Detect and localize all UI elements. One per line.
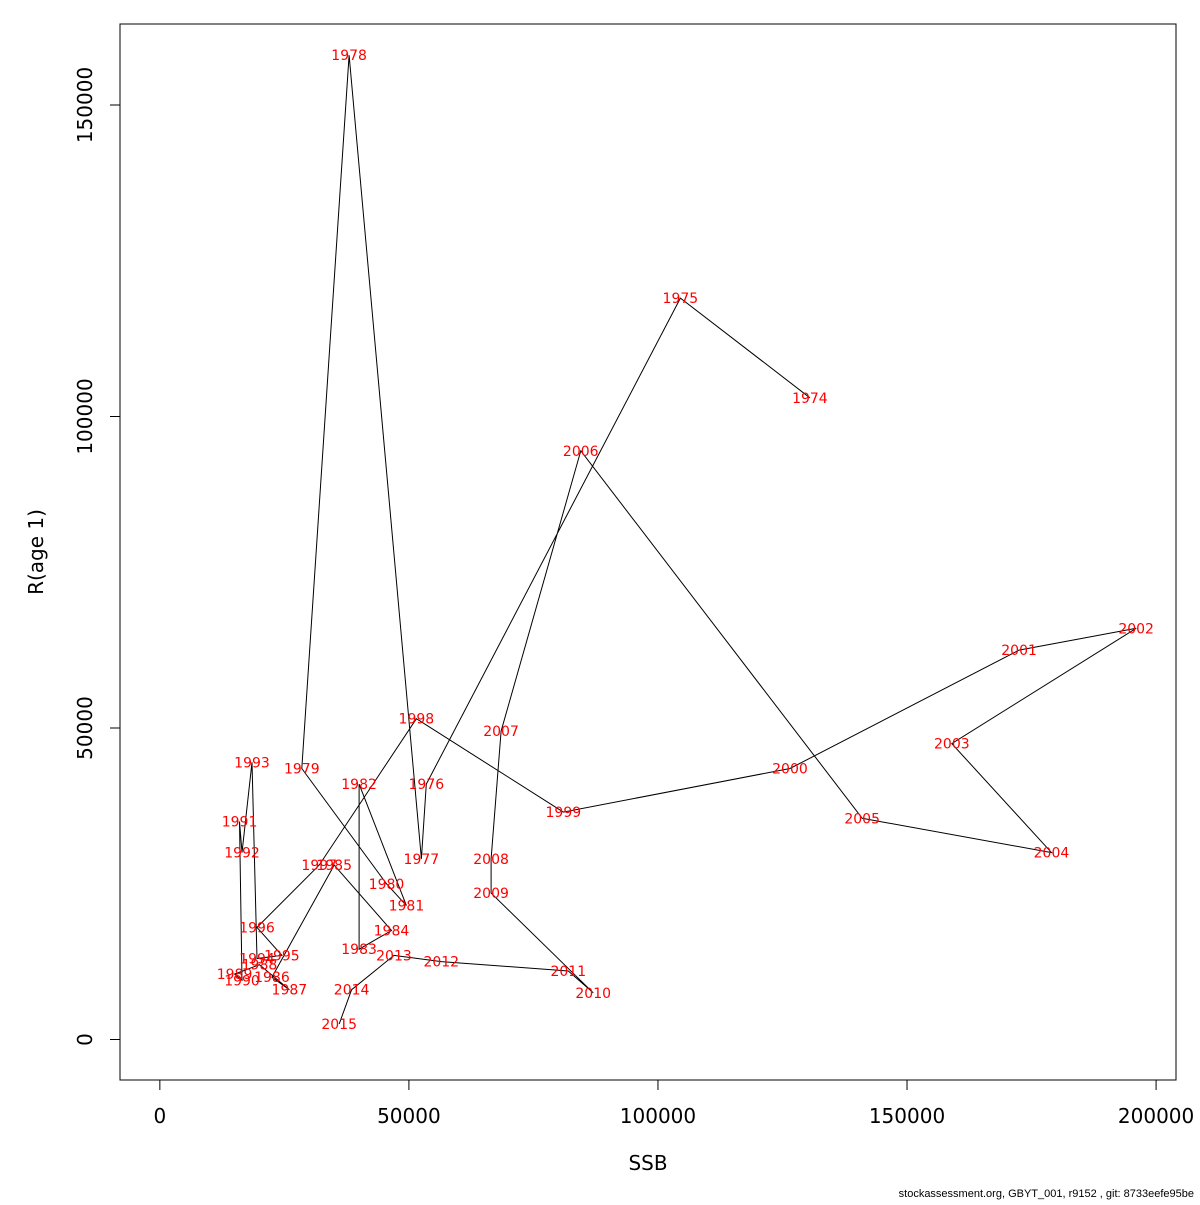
year-label-2011: 2011 bbox=[550, 964, 586, 980]
year-label-2013: 2013 bbox=[376, 948, 412, 964]
year-label-1987: 1987 bbox=[272, 983, 308, 999]
year-label-1980: 1980 bbox=[369, 877, 405, 893]
year-label-1986: 1986 bbox=[254, 970, 290, 986]
year-label-1975: 1975 bbox=[663, 291, 699, 307]
y-tick-label: 50000 bbox=[73, 696, 97, 760]
x-tick-label: 100000 bbox=[620, 1104, 696, 1128]
x-tick-label: 50000 bbox=[377, 1104, 441, 1128]
year-label-2015: 2015 bbox=[321, 1017, 357, 1033]
year-label-1985: 1985 bbox=[316, 858, 352, 874]
year-label-1982: 1982 bbox=[341, 777, 377, 793]
year-label-2008: 2008 bbox=[473, 852, 509, 868]
year-label-1991: 1991 bbox=[222, 814, 258, 830]
year-label-2001: 2001 bbox=[1001, 643, 1037, 659]
year-label-1998: 1998 bbox=[399, 712, 435, 728]
year-label-2002: 2002 bbox=[1118, 621, 1154, 637]
year-label-1995: 1995 bbox=[264, 948, 300, 964]
year-label-1990: 1990 bbox=[224, 973, 260, 989]
x-axis: 0 50000 100000 150000 200000 bbox=[153, 1079, 1194, 1128]
x-tick-label: 150000 bbox=[869, 1104, 945, 1128]
year-label-1999: 1999 bbox=[546, 805, 582, 821]
year-label-1981: 1981 bbox=[389, 899, 425, 915]
x-tick-label: 200000 bbox=[1118, 1104, 1194, 1128]
y-tick-label: 0 bbox=[73, 1033, 97, 1046]
year-label-2003: 2003 bbox=[934, 737, 970, 753]
year-label-1976: 1976 bbox=[409, 777, 445, 793]
year-label-1994: 1994 bbox=[239, 952, 275, 968]
trajectory-line bbox=[233, 55, 1137, 1025]
year-label-1977: 1977 bbox=[404, 852, 440, 868]
point-labels: 1974 1975 1976 1977 1978 1979 1980 1981 1982 1983… bbox=[217, 48, 1154, 1033]
plot-frame bbox=[119, 23, 1177, 1081]
year-label-1989: 1989 bbox=[217, 967, 253, 983]
year-label-1992: 1992 bbox=[224, 846, 260, 862]
y-axis-title: R(age 1) bbox=[24, 509, 48, 595]
year-label-1988: 1988 bbox=[242, 958, 278, 974]
year-label-2009: 2009 bbox=[473, 886, 509, 902]
year-label-1983: 1983 bbox=[341, 942, 377, 958]
year-label-1984: 1984 bbox=[374, 923, 410, 939]
year-label-1993: 1993 bbox=[234, 755, 270, 771]
footer-credit: stockassessment.org, GBYT_001, r9152 , g… bbox=[898, 1188, 1194, 1200]
year-label-1978: 1978 bbox=[331, 48, 367, 64]
year-label-2005: 2005 bbox=[844, 811, 880, 827]
year-label-2004: 2004 bbox=[1034, 846, 1070, 862]
x-axis-title: SSB bbox=[628, 1151, 667, 1175]
y-tick-label: 150000 bbox=[73, 67, 97, 143]
year-label-1979: 1979 bbox=[284, 761, 320, 777]
year-label-1997: 1997 bbox=[301, 858, 337, 874]
year-label-1996: 1996 bbox=[239, 920, 275, 936]
x-tick-label: 0 bbox=[153, 1104, 166, 1128]
year-label-2000: 2000 bbox=[772, 761, 808, 777]
year-label-2006: 2006 bbox=[563, 444, 599, 460]
year-label-1974: 1974 bbox=[792, 391, 828, 407]
year-label-2014: 2014 bbox=[334, 983, 370, 999]
y-axis: 0 50000 100000 150000 bbox=[73, 67, 121, 1046]
year-label-2012: 2012 bbox=[423, 955, 459, 971]
year-label-2010: 2010 bbox=[575, 986, 611, 1002]
y-tick-label: 100000 bbox=[73, 378, 97, 454]
year-label-2007: 2007 bbox=[483, 724, 519, 740]
